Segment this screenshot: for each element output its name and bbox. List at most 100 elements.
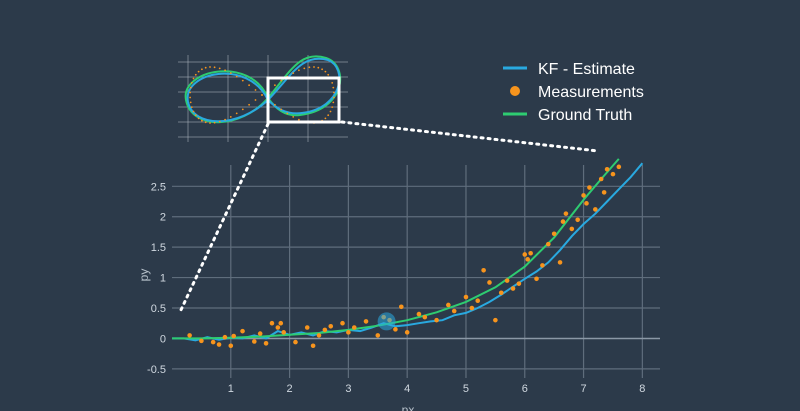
measurement-point xyxy=(493,317,498,323)
measurement-point xyxy=(199,338,204,344)
grid-lines xyxy=(172,165,660,378)
y-tick-labels: -0.5 0 0.5 1 1.5 2 2.5 xyxy=(147,181,166,376)
inset-measurement-dot xyxy=(248,103,251,106)
measurement-point xyxy=(563,211,569,216)
inset-measurement-dot xyxy=(261,94,263,96)
measurement-point xyxy=(534,276,539,282)
measurement-point xyxy=(528,250,533,256)
measurement-point xyxy=(404,330,410,335)
measurement-point xyxy=(422,314,428,320)
measurement-point xyxy=(375,333,381,338)
legend-estimate-label: KF - Estimate xyxy=(538,61,635,78)
x-tick-label: 8 xyxy=(639,383,645,395)
inset-measurement-dot xyxy=(189,96,192,99)
inset-measurement-dot xyxy=(192,77,195,80)
measurement-point xyxy=(252,339,257,344)
inset-measurement-dot xyxy=(292,72,295,74)
measurement-point xyxy=(463,294,469,300)
y-tick-label: 1.5 xyxy=(151,242,166,254)
measurement-point xyxy=(587,185,592,190)
measurement-point xyxy=(310,343,316,349)
measurement-point xyxy=(281,330,287,335)
inset-measurement-dot xyxy=(331,106,334,108)
measurement-point xyxy=(525,257,531,262)
measurement-point xyxy=(481,267,486,273)
measurement-point xyxy=(616,164,622,170)
measurement-point xyxy=(269,320,275,326)
x-tick-label: 5 xyxy=(463,383,469,395)
x-tick-labels: 1 2 3 4 5 6 7 8 xyxy=(228,383,646,395)
measurement-point xyxy=(510,286,516,291)
legend-ground-truth-label: Ground Truth xyxy=(538,107,632,124)
inset-measurement-dot xyxy=(204,66,207,69)
measurement-point xyxy=(545,241,551,247)
x-tick-label: 1 xyxy=(228,383,234,395)
inset-grid xyxy=(178,55,348,142)
measurement-point xyxy=(210,339,216,345)
measurement-point xyxy=(399,304,404,310)
x-tick-label: 7 xyxy=(581,383,587,395)
measurement-point xyxy=(393,327,398,332)
y-tick-label: 1 xyxy=(160,273,166,285)
measurement-point xyxy=(451,308,457,314)
inset-measurement-dot xyxy=(189,86,192,89)
measurement-point xyxy=(551,231,557,237)
inset-measurement-dot xyxy=(254,99,257,101)
inset-measurement-dot xyxy=(327,73,330,76)
inset-measurement-dot xyxy=(298,69,300,72)
measurement-point xyxy=(581,193,586,198)
zoom-connector-right xyxy=(340,120,600,153)
measurement-point xyxy=(351,325,357,330)
inset-measurement-dot xyxy=(332,86,335,89)
measurement-point xyxy=(598,176,604,182)
inset-measurement-dot xyxy=(213,121,216,124)
inset-measurement-dot xyxy=(317,66,320,69)
inset-measurement-dot xyxy=(209,122,211,124)
y-tick-label: 2.5 xyxy=(151,181,166,193)
inset-measurement-dot xyxy=(329,110,332,113)
measurement-point xyxy=(446,302,451,308)
measurement-point xyxy=(240,328,245,334)
measurement-point xyxy=(278,320,284,326)
inset-measurement-dot xyxy=(292,116,295,118)
measurement-point xyxy=(604,166,610,172)
measurement-point xyxy=(328,323,334,329)
inset-measurement-dot xyxy=(333,96,335,99)
inset-measurement-dot xyxy=(324,117,327,120)
measurement-point xyxy=(316,333,322,338)
inset-measurement-dot xyxy=(194,114,197,117)
zoom-connector-left xyxy=(178,122,270,314)
legend-measurements-swatch xyxy=(510,86,520,96)
measurement-point xyxy=(231,333,237,339)
measurement-point xyxy=(346,330,351,335)
inset-measurement-dot xyxy=(324,70,327,73)
y-tick-label: 0 xyxy=(160,333,166,345)
inset-measurement-dot xyxy=(224,118,227,121)
measurement-point xyxy=(263,341,269,346)
inset-measurement-dot xyxy=(197,70,200,73)
main-plot: -0.5 0 0.5 1 1.5 2 2.5 1 2 3 4 5 6 7 8 py px xyxy=(137,158,660,411)
measurement-point xyxy=(340,320,345,326)
y-tick-label: 0.5 xyxy=(151,303,166,315)
series-layer xyxy=(172,158,644,349)
inset-measurement-dot xyxy=(327,114,330,117)
inset-measurement-dot xyxy=(224,69,227,72)
measurement-point xyxy=(228,343,234,349)
measurement-point xyxy=(469,305,475,311)
inset-measurement-dot xyxy=(189,101,192,104)
x-tick-label: 6 xyxy=(522,383,528,395)
inset-measurement-dot xyxy=(308,66,311,69)
y-tick-label: -0.5 xyxy=(147,364,166,376)
inset-measurement-dot xyxy=(274,103,276,106)
legend: KF - Estimate Measurements Ground Truth xyxy=(503,61,644,124)
y-tick-label: 2 xyxy=(160,212,166,224)
x-tick-label: 4 xyxy=(404,383,410,395)
inset-ground-truth-path xyxy=(184,55,342,124)
inset-measurement-dot xyxy=(229,116,232,118)
inset-measurement-dot xyxy=(303,67,306,70)
inset-measurement-dot xyxy=(241,108,244,111)
inset-overview-plot xyxy=(178,55,348,142)
x-axis-title: px xyxy=(402,403,415,411)
measurement-point xyxy=(304,325,310,330)
measurement-point xyxy=(434,317,439,323)
